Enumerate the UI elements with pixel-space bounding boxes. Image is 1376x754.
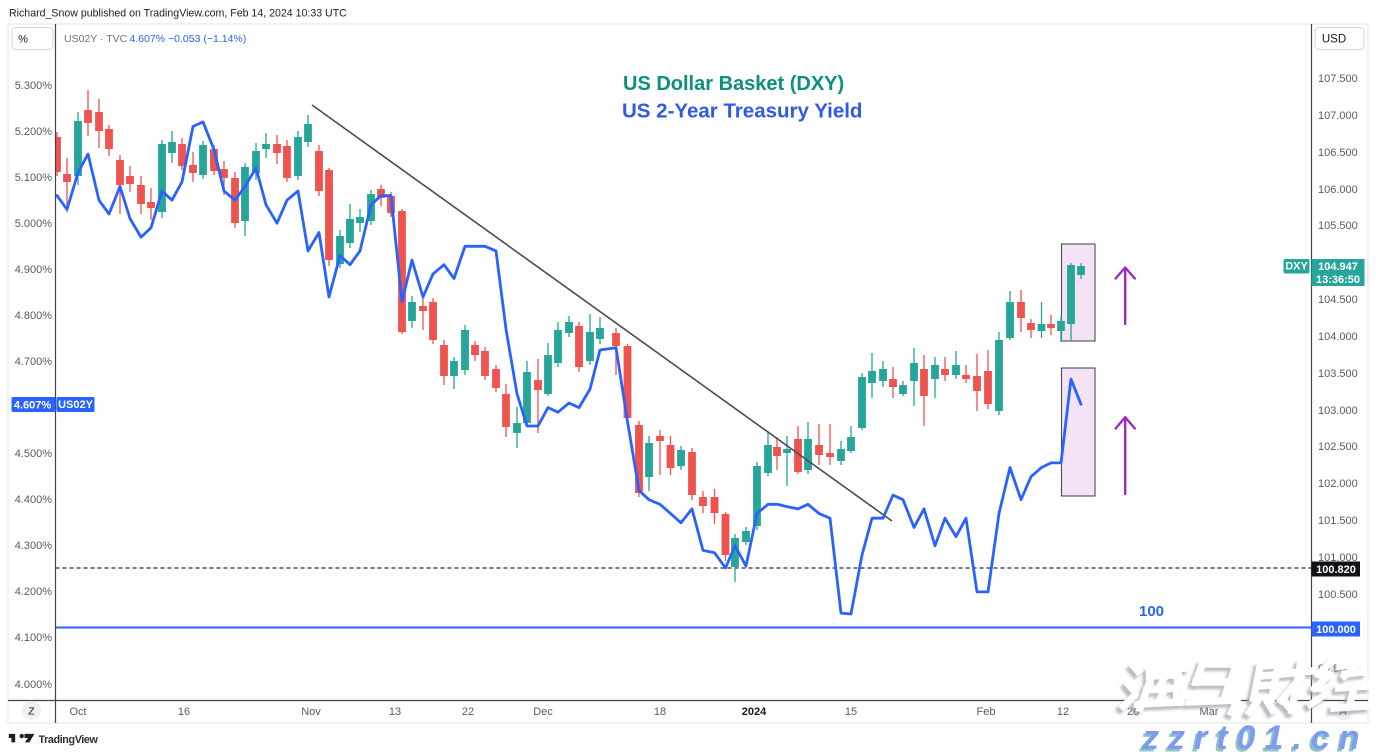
svg-text:Mar: Mar [1200,706,1219,718]
svg-text:101.000: 101.000 [1318,552,1358,564]
svg-text:Oct: Oct [69,706,86,718]
svg-text:18: 18 [654,706,666,718]
svg-text:4.400%: 4.400% [15,494,53,506]
svg-text:Richard_Snow published on Trad: Richard_Snow published on TradingView.co… [9,8,347,20]
svg-text:4.300%: 4.300% [15,540,53,552]
svg-text:4.900%: 4.900% [15,264,53,276]
svg-text:US 2-Year Treasury Yield: US 2-Year Treasury Yield [622,100,862,123]
svg-text:4.607% −0.053 (−1.14%): 4.607% −0.053 (−1.14%) [130,33,247,45]
svg-text:4.200%: 4.200% [15,586,53,598]
svg-text:104.500: 104.500 [1318,294,1358,306]
svg-text:105.500: 105.500 [1318,220,1358,232]
svg-text:107.500: 107.500 [1318,73,1358,85]
svg-text:US Dollar Basket (DXY): US Dollar Basket (DXY) [623,73,844,95]
svg-text:5.100%: 5.100% [15,172,53,184]
svg-text:5.200%: 5.200% [15,126,53,138]
svg-text:US02Y: US02Y [58,399,94,411]
svg-text:100.000: 100.000 [1316,624,1356,636]
svg-text:4.500%: 4.500% [15,448,53,460]
svg-text:100: 100 [1139,603,1164,620]
svg-text:4.100%: 4.100% [15,632,53,644]
svg-text:%: % [18,34,28,46]
svg-text:103.500: 103.500 [1318,368,1358,380]
svg-text:Feb: Feb [977,706,996,718]
svg-text:zzrt01.cn: zzrt01.cn [1139,722,1367,754]
svg-text:106.500: 106.500 [1318,147,1358,159]
svg-text:13:36:50: 13:36:50 [1316,274,1360,286]
svg-text:Z: Z [28,706,35,718]
svg-text:Nov: Nov [301,706,321,718]
svg-text:4.000%: 4.000% [15,679,53,691]
svg-text:US02Y · TVC: US02Y · TVC [64,33,128,45]
svg-text:DXY: DXY [1285,261,1308,273]
svg-text:zzrt01.cn: zzrt01.cn [1141,719,1369,754]
svg-text:106.000: 106.000 [1318,184,1358,196]
svg-text:TradingView: TradingView [39,734,99,746]
svg-text:Dec: Dec [533,706,553,718]
svg-text:13: 13 [389,706,401,718]
svg-text:4.800%: 4.800% [15,310,53,322]
svg-text:101.500: 101.500 [1318,515,1358,527]
svg-text:4.607%: 4.607% [14,400,52,412]
svg-text:100.500: 100.500 [1318,589,1358,601]
svg-text:102.500: 102.500 [1318,441,1358,453]
svg-text:12: 12 [1057,706,1069,718]
svg-text:103.000: 103.000 [1318,405,1358,417]
svg-text:102.000: 102.000 [1318,478,1358,490]
svg-text:15: 15 [845,706,857,718]
svg-text:4.700%: 4.700% [15,356,53,368]
svg-text:100.820: 100.820 [1316,564,1356,576]
svg-text:16: 16 [178,706,190,718]
svg-text:USD: USD [1322,34,1346,46]
svg-text:5.300%: 5.300% [15,80,53,92]
svg-text:107.000: 107.000 [1318,110,1358,122]
svg-text:104.947: 104.947 [1318,261,1358,273]
svg-text:2024: 2024 [742,706,767,718]
svg-text:5.000%: 5.000% [15,218,53,230]
svg-text:22: 22 [462,706,474,718]
svg-text:104.000: 104.000 [1318,331,1358,343]
